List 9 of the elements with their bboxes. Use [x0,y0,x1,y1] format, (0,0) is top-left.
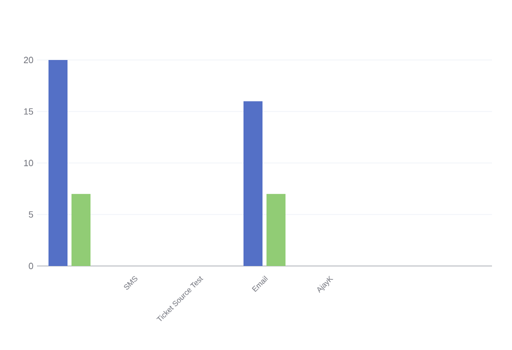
bar [244,101,262,266]
y-tick-label: 0 [28,262,34,270]
bar [266,194,286,266]
y-tick-label: 5 [28,211,34,218]
y-tick-label: 15 [24,108,34,115]
bar [48,60,68,266]
y-tick-label: 10 [24,160,34,166]
y-tick-label: 20 [24,56,34,64]
bar [72,194,91,266]
